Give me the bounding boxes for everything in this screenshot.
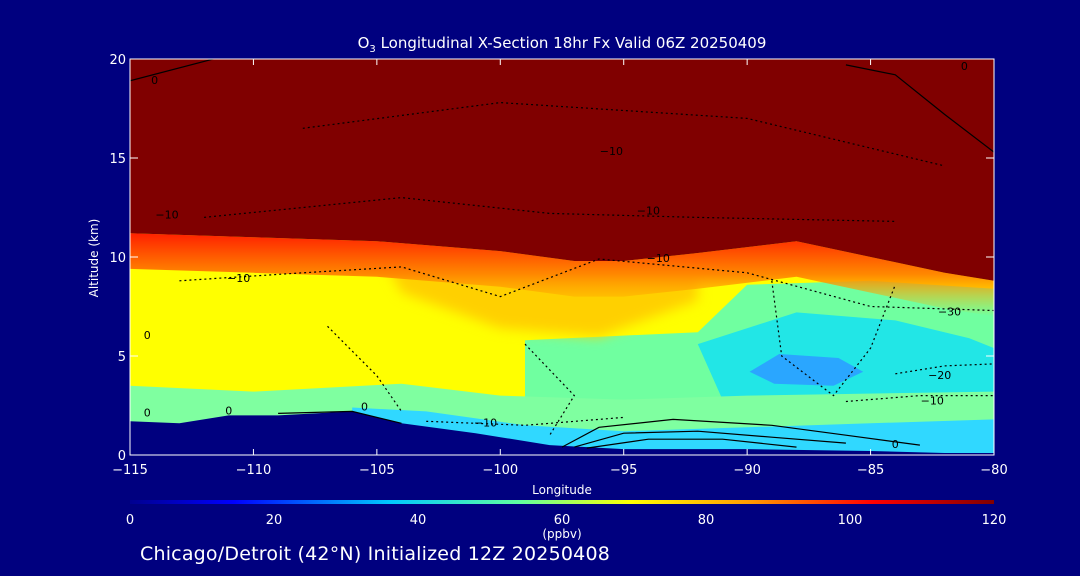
contour-label: 0 [144, 329, 151, 342]
y-tick-label: 15 [109, 152, 126, 167]
terrain-mask [130, 411, 994, 455]
x-tick-label: −90 [733, 463, 760, 478]
contour-label: 0 [961, 60, 968, 73]
contour-line [524, 343, 576, 436]
low-ozone-core [749, 354, 864, 386]
stratosphere-region [130, 59, 994, 281]
ozone-cross-section: 0 0 0 0 0 0 0 −10 −10 −10 −10 −10 −10 −10 −20 −30 [130, 59, 994, 455]
contour-line [771, 280, 896, 397]
contour-label: 0 [151, 74, 158, 87]
contour-line [895, 363, 994, 375]
y-tick-label: 0 [118, 449, 126, 464]
contour-line [179, 258, 994, 312]
y-tick-label: 5 [118, 350, 126, 365]
x-axis: −115 −110 −105 −100 −95 −90 −85 −80 [112, 59, 1008, 478]
colorbar-ticks: 0 20 40 60 80 100 120 [126, 513, 1007, 528]
colorbar-tick-label: 100 [838, 513, 863, 528]
y-tick-label: 20 [109, 53, 126, 68]
x-tick-label: −80 [980, 463, 1007, 478]
contour-label: −10 [227, 272, 250, 285]
colorbar-tick-label: 0 [126, 513, 134, 528]
colorbar-tick-label: 60 [554, 513, 571, 528]
x-tick-label: −95 [610, 463, 637, 478]
colorbar-unit-label: (ppbv) [542, 527, 582, 541]
contour-label: 0 [225, 404, 232, 417]
footer-caption: Chicago/Detroit (42°N) Initialized 12Z 2… [140, 543, 611, 565]
contour-line [278, 410, 402, 424]
contour-label: 0 [892, 438, 899, 451]
colorbar [130, 500, 994, 504]
y-tick-label: 10 [109, 251, 126, 266]
contour-label: 0 [144, 406, 151, 419]
contour-label: −10 [921, 395, 944, 408]
x-tick-label: −100 [482, 463, 518, 478]
x-tick-label: −105 [359, 463, 395, 478]
colorbar-tick-label: 40 [410, 513, 427, 528]
colorbar-tick-label: 80 [698, 513, 715, 528]
contour-lines [130, 59, 994, 449]
contour-label: −20 [928, 369, 951, 382]
contour-label: −10 [637, 204, 660, 217]
contour-label: −30 [938, 305, 961, 318]
contour-label: −10 [155, 208, 178, 221]
x-tick-label: −115 [112, 463, 148, 478]
x-axis-label: Longitude [532, 483, 592, 497]
x-tick-label: −85 [857, 463, 884, 478]
x-tick-label: −110 [236, 463, 272, 478]
contour-line [561, 418, 920, 448]
colorbar-tick-label: 20 [266, 513, 283, 528]
contour-line [204, 196, 896, 222]
contour-line [845, 64, 994, 153]
contour-label: −10 [600, 145, 623, 158]
contour-label: 0 [361, 400, 368, 413]
contour-labels: 0 0 0 0 0 0 0 −10 −10 −10 −10 −10 −10 −10 −20 −30 [144, 60, 968, 451]
contour-line [574, 430, 846, 448]
contour-label: −10 [474, 416, 497, 429]
contour-line [586, 438, 797, 449]
y-axis: 0 5 10 15 20 [109, 53, 994, 464]
tropopause-gradient [130, 233, 994, 317]
y-axis-label: Altitude (km) [87, 218, 101, 298]
chart-title: O3 Longitudinal X-Section 18hr Fx Valid … [357, 34, 767, 55]
colorbar-tick-label: 120 [982, 513, 1007, 528]
contour-label: −10 [647, 252, 670, 265]
